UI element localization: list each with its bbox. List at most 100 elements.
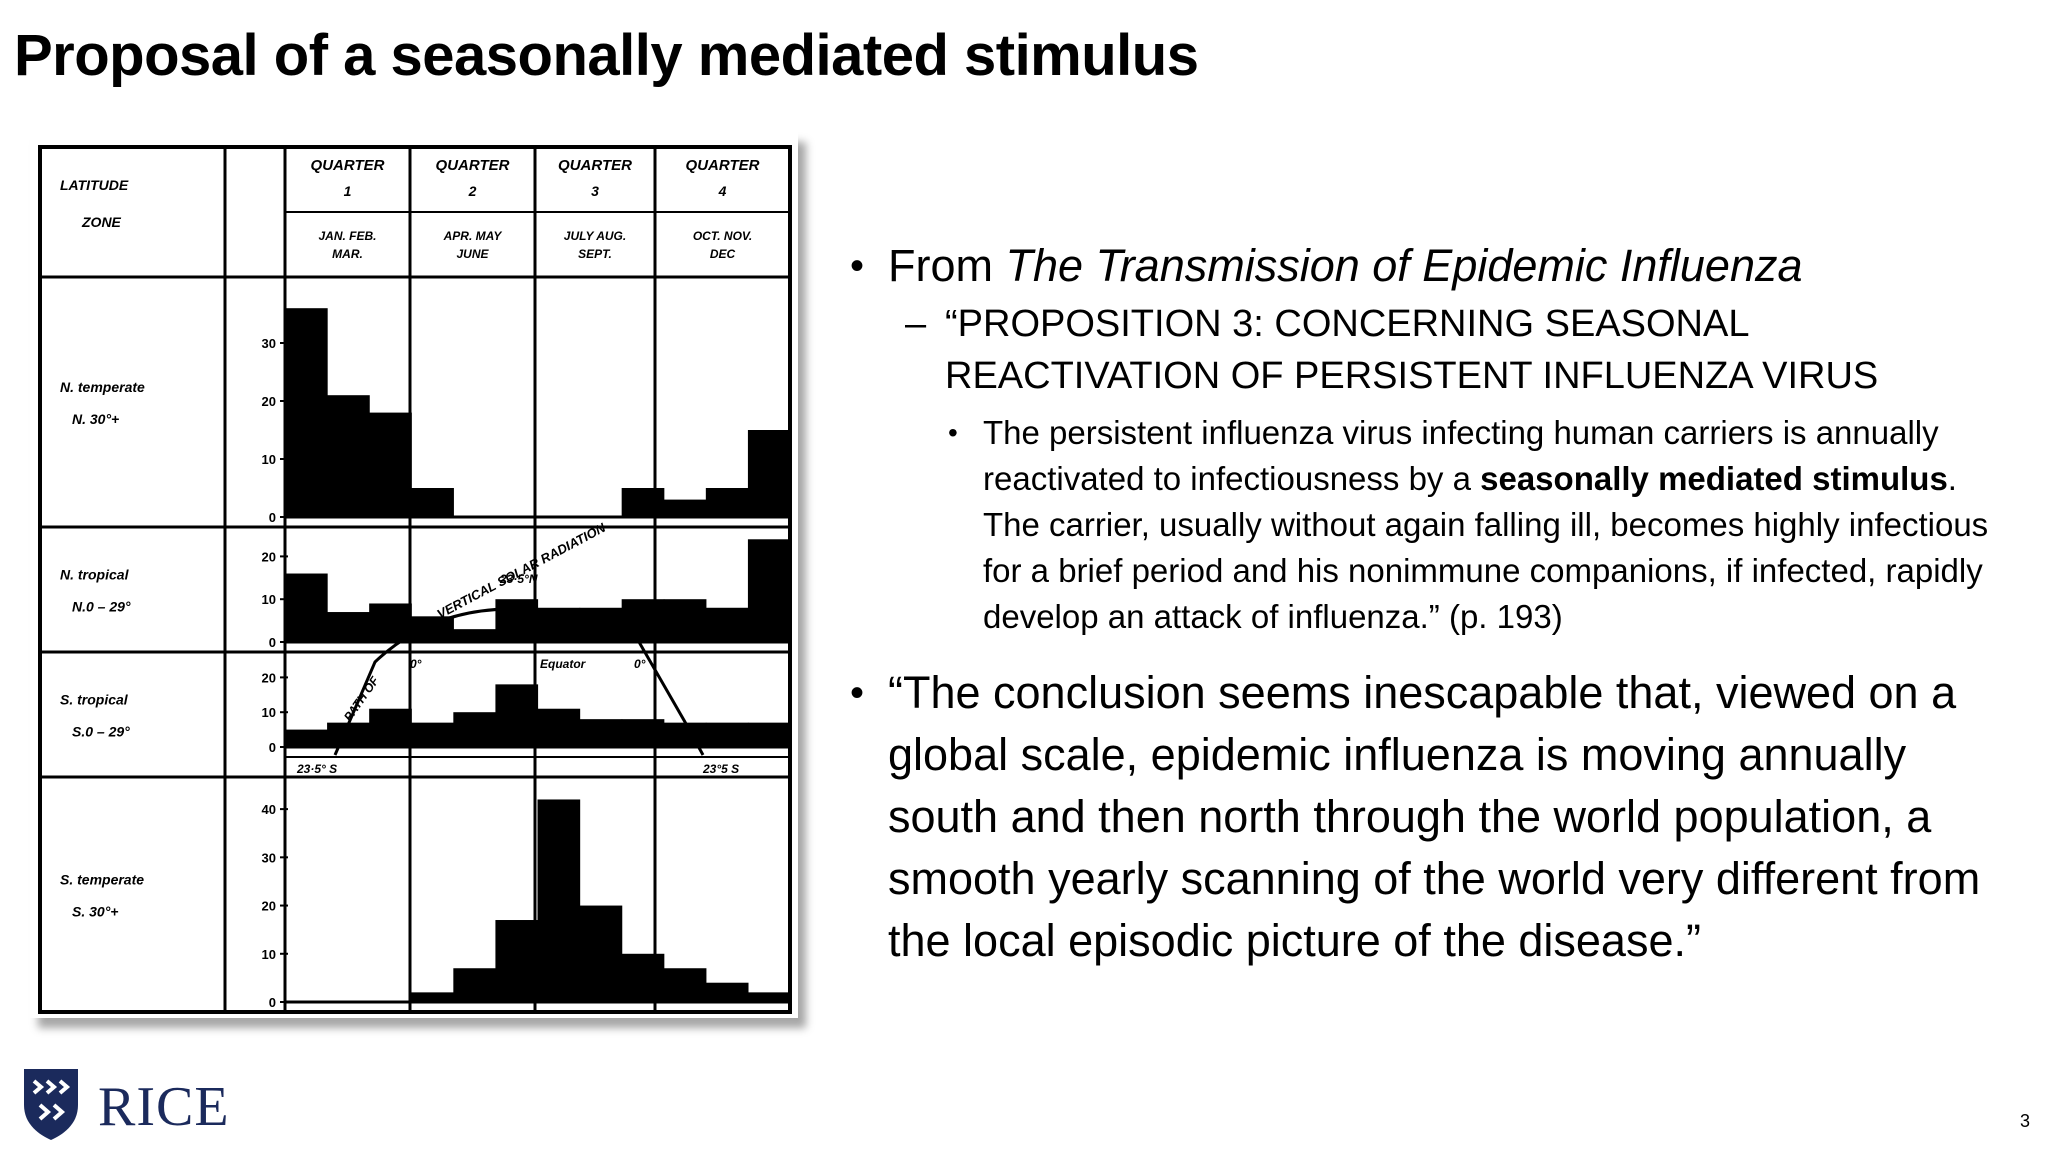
zone-header: ZONE — [81, 214, 122, 230]
bullet-conclusion: • “The conclusion seems inescapable that… — [850, 662, 2020, 972]
lat-23-5s-right-label: 23°5 S — [702, 762, 739, 776]
histogram-bar — [369, 708, 412, 747]
histogram-bar — [621, 719, 665, 747]
quarter-number: 3 — [591, 183, 599, 199]
quarter-number: 1 — [344, 183, 352, 199]
tick-label: 30 — [262, 336, 276, 351]
rice-logo: RICE — [20, 1065, 230, 1145]
quarter-months: JULY AUG. — [564, 229, 626, 243]
histogram-bar — [579, 905, 623, 1002]
rice-shield-icon — [24, 1069, 78, 1140]
histogram-bar — [705, 722, 749, 747]
histogram-bar — [369, 603, 412, 642]
histogram-bar — [453, 968, 497, 1002]
conclusion-text: “The conclusion seems inescapable that, … — [888, 667, 1981, 966]
bullet-dot: • — [850, 244, 865, 288]
tick-label: 20 — [262, 394, 276, 409]
quarter-months: JAN. FEB. — [318, 229, 376, 243]
tick-label: 0 — [269, 510, 276, 525]
zone-range: N. 30°+ — [72, 411, 119, 427]
histogram-bar — [453, 712, 497, 747]
proposition-heading: – “PROPOSITION 3: CONCERNING SEASONAL RE… — [850, 298, 2020, 402]
zone-labels: N. temperate N. 30°+ N. tropical N.0 – 29° S… — [60, 379, 145, 920]
histogram-bar — [663, 968, 707, 1002]
proposition-text: “PROPOSITION 3: CONCERNING SEASONAL REAC… — [945, 303, 1879, 397]
histogram-bar — [663, 722, 707, 747]
lat-23-5s-left-label: 23·5° S — [296, 762, 337, 776]
histogram-bar — [285, 308, 328, 517]
histogram-bar — [411, 488, 454, 517]
quarter-label: QUARTER — [311, 157, 385, 174]
histogram-bar — [285, 729, 328, 747]
histogram-bar — [747, 539, 791, 642]
quarter-months: DEC — [710, 247, 736, 261]
tick-label: 10 — [262, 705, 276, 720]
zero-degree-right-label: 0° — [634, 657, 646, 671]
zone-name: N. tropical — [60, 567, 130, 583]
histogram-bar — [537, 799, 581, 1002]
book-title: The Transmission of Epidemic Influenza — [1005, 240, 1803, 291]
zone-name: S. tropical — [60, 692, 129, 708]
histogram-bar — [747, 722, 791, 747]
histogram-bar — [495, 599, 539, 642]
tick-label: 20 — [262, 899, 276, 914]
histogram-bars — [285, 308, 791, 1004]
histogram-bar — [369, 412, 412, 517]
quote-part-b: . The carrier, usually without again fal… — [983, 460, 1989, 635]
page-number: 3 — [2019, 1111, 2030, 1131]
quarter-months: JUNE — [456, 247, 489, 261]
bullet-dot-small: • — [948, 417, 958, 448]
histogram-bar — [705, 982, 749, 1002]
histogram-bar — [621, 953, 665, 1002]
quarter-label: QUARTER — [686, 157, 760, 174]
quarter-months: APR. MAY — [443, 229, 503, 243]
histogram-bar — [747, 430, 791, 517]
zone-range: N.0 – 29° — [72, 599, 131, 615]
lat-23-5n-label: 23·5°N — [499, 572, 538, 586]
histogram-bar — [285, 573, 328, 642]
quarter-months: SEPT. — [578, 247, 612, 261]
histogram-bar — [705, 607, 749, 642]
quote-emphasis: seasonally mediated stimulus — [1480, 460, 1948, 497]
quarter-number: 2 — [468, 183, 477, 199]
tick-label: 10 — [262, 452, 276, 467]
zone-range: S. 30°+ — [72, 904, 118, 920]
histogram-bar — [453, 629, 497, 642]
zero-degree-left-label: 0° — [410, 657, 422, 671]
histogram-bar — [663, 499, 707, 517]
histogram-bar — [663, 599, 707, 642]
quote-part-a: The persistent influenza virus infecting… — [983, 414, 1939, 497]
bullet-source-prefix: From — [888, 240, 1006, 291]
bullet-dot: • — [850, 671, 865, 715]
zone-range: S.0 – 29° — [72, 724, 130, 740]
tick-label: 0 — [269, 740, 276, 755]
tick-label: 20 — [262, 549, 276, 564]
tick-label: 20 — [262, 670, 276, 685]
quarter-label: QUARTER — [436, 157, 510, 174]
solar-path — [333, 607, 705, 756]
tick-label: 40 — [262, 802, 276, 817]
quarter-months: MAR. — [332, 247, 363, 261]
histogram-bar — [537, 708, 581, 747]
histogram-bar — [411, 992, 454, 1002]
histogram-bar — [411, 722, 454, 747]
tick-label: 10 — [262, 592, 276, 607]
equator-label: Equator — [540, 657, 587, 671]
bullet-source: • From The Transmission of Epidemic Infl… — [850, 238, 2020, 294]
tick-label: 10 — [262, 947, 276, 962]
histogram-bar — [705, 488, 749, 517]
histogram-bar — [327, 395, 370, 517]
latitude-header: LATITUDE — [60, 177, 129, 193]
seasonal-influenza-figure: 30 20 10 0 20 10 0 20 10 0 40 30 20 10 0 N. temperate N… — [30, 132, 798, 1018]
quarter-label: QUARTER — [558, 157, 632, 174]
tick-label: 0 — [269, 635, 276, 650]
histogram-bar — [327, 612, 370, 642]
histogram-bar — [747, 992, 791, 1002]
tick-label: 0 — [269, 995, 276, 1010]
dash-marker: – — [905, 303, 927, 345]
histogram-bar — [621, 488, 665, 517]
histogram-bar — [495, 920, 539, 1002]
slide-title: Proposal of a seasonally mediated stimul… — [14, 23, 1199, 88]
zone-name: N. temperate — [60, 379, 145, 395]
